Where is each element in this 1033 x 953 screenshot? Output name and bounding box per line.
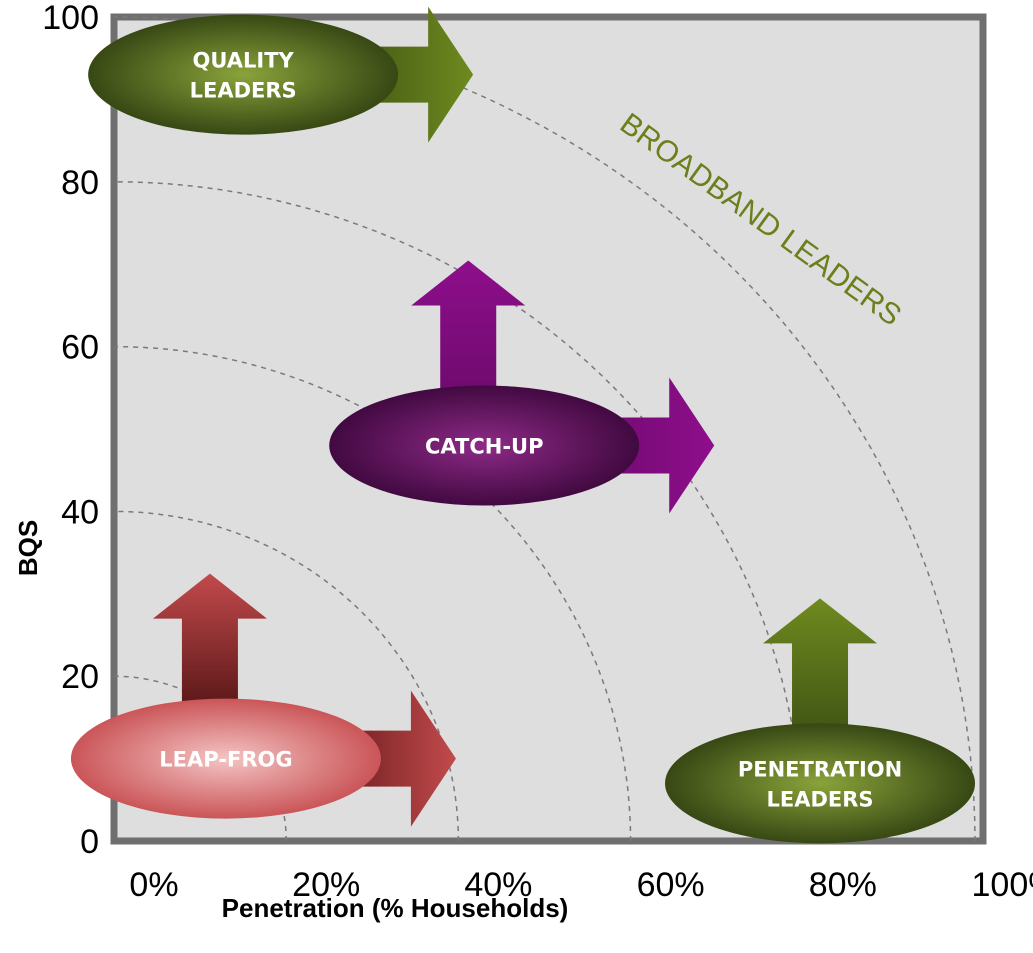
y-tick-100: 100 (42, 0, 99, 37)
leap-frog-group: LEAP-FROG (70, 698, 381, 819)
penetration-leaders-label-1: PENETRATION (738, 757, 902, 781)
x-axis-title: Penetration (% Households) (222, 893, 569, 923)
x-tick-60-pct: 60% (637, 866, 705, 904)
leap-frog-up-arrow (152, 573, 267, 729)
bubble-groups: QUALITY LEADERS CATCH-UP LEAP-FROG PENETRATI… (70, 14, 976, 844)
iso-curve-80 (113, 181, 804, 842)
catch-up-right-arrow (569, 377, 715, 514)
x-tick-labels: 0% 20% 40% 60% 80% 100% (129, 866, 1033, 904)
quality-leaders-label-2: LEADERS (190, 79, 297, 103)
catch-up-group: CATCH-UP (329, 385, 640, 506)
x-tick-0-pct: 0% (129, 866, 178, 904)
x-tick-40-pct: 40% (464, 866, 532, 904)
y-tick-labels: 0 20 40 60 80 100 (42, 0, 99, 861)
iso-curve-40 (113, 510, 460, 842)
y-tick-20: 20 (61, 658, 99, 696)
quality-leaders-bubble (88, 14, 399, 135)
catch-up-bubble (329, 385, 640, 506)
penetration-leaders-bubble (665, 723, 976, 844)
y-tick-80: 80 (61, 164, 99, 202)
leap-frog-label-1: LEAP-FROG (159, 748, 292, 772)
direction-arrows (152, 6, 878, 827)
x-tick-20-pct: 20% (292, 866, 360, 904)
catch-up-label-1: CATCH-UP (425, 434, 544, 458)
penetration-leaders-label-2: LEADERS (766, 787, 873, 811)
quality-leaders-label-1: QUALITY (193, 49, 295, 73)
quality-leaders-right-arrow (328, 6, 474, 143)
iso-curve-100 (113, 16, 976, 842)
leap-frog-bubble (70, 698, 381, 819)
penetration-leaders-up-arrow (763, 598, 878, 754)
y-tick-40: 40 (61, 493, 99, 531)
y-tick-60: 60 (61, 329, 99, 367)
catch-up-up-arrow (411, 260, 526, 416)
penetration-leaders-group: PENETRATION LEADERS (665, 723, 976, 844)
x-tick-100-pct: 100% (972, 866, 1033, 904)
x-tick-80-pct: 80% (809, 866, 877, 904)
quality-leaders-group: QUALITY LEADERS (88, 14, 399, 135)
y-axis-title: BQS (13, 520, 43, 576)
y-tick-0: 0 (80, 823, 99, 861)
leap-frog-right-arrow (311, 690, 456, 827)
